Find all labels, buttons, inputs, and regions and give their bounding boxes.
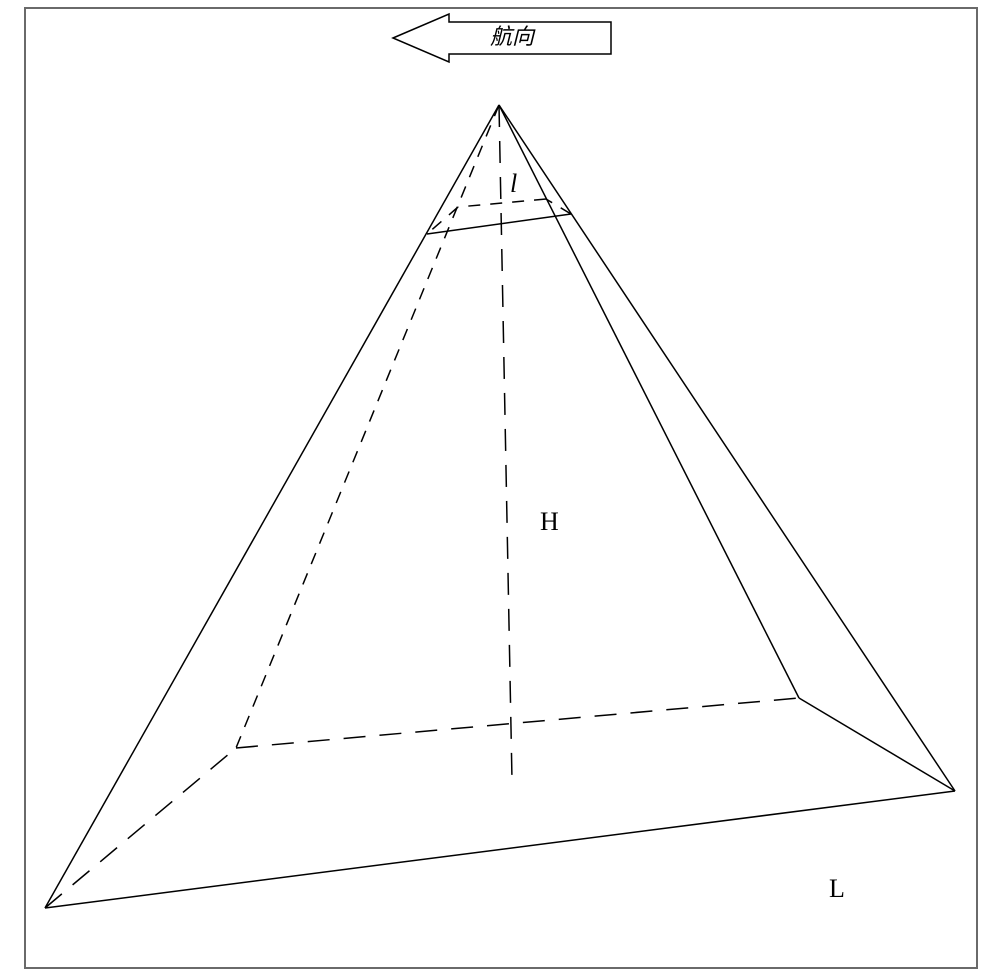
label-l-small: l xyxy=(510,169,517,198)
edge-apex-backright xyxy=(499,105,799,698)
cut-front xyxy=(427,214,571,234)
base-right-edge xyxy=(799,698,955,791)
label-height: H xyxy=(540,507,559,536)
base-front-edge xyxy=(45,791,955,908)
edge-apex-backleft xyxy=(236,105,499,748)
label-base-length: L xyxy=(829,874,845,903)
base-left-edge xyxy=(45,748,236,908)
heading-arrow-label: 航向 xyxy=(490,24,536,49)
base-back-edge xyxy=(236,698,799,748)
edge-apex-frontright xyxy=(499,105,955,791)
edge-apex-frontleft xyxy=(45,105,499,908)
pyramid-diagram: 航向 l H L xyxy=(0,0,1000,976)
outer-frame xyxy=(25,8,977,968)
cut-back xyxy=(458,199,546,207)
height-axis xyxy=(499,105,512,780)
